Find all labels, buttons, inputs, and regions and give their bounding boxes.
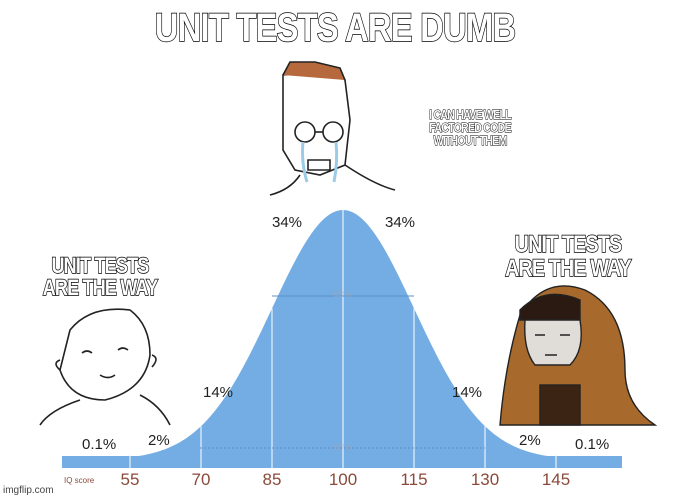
axis-tick-label: 55 bbox=[120, 470, 140, 489]
hooded-figure bbox=[499, 285, 658, 426]
pct-left-14: 14% bbox=[203, 384, 234, 401]
bell-curve-area bbox=[62, 210, 622, 460]
baseline-bar bbox=[62, 456, 622, 468]
left-caption: UNIT TESTS ARE THE WAY bbox=[42, 253, 159, 300]
pct-right-tail: 0.1% bbox=[575, 436, 610, 453]
pct-left-2: 2% bbox=[148, 432, 170, 449]
pct-left-34: 34% bbox=[272, 214, 303, 231]
middle-caption: I CAN HAVE WELL FACTORED CODE WITHOUT TH… bbox=[429, 107, 512, 148]
pct-right-2: 2% bbox=[519, 432, 541, 449]
label-68: 68% bbox=[333, 289, 352, 299]
axis-tick-label: 145 bbox=[541, 470, 571, 489]
axis-tick-label: 70 bbox=[191, 470, 211, 489]
pct-left-tail: 0.1% bbox=[82, 436, 117, 453]
pct-right-34: 34% bbox=[385, 214, 416, 231]
axis-label: IQ score bbox=[64, 476, 95, 485]
crying-nerd-face bbox=[269, 61, 396, 196]
watermark: imgflip.com bbox=[3, 485, 54, 496]
pct-right-14: 14% bbox=[452, 384, 483, 401]
axis-tick-label: 130 bbox=[470, 470, 500, 489]
right-caption: UNIT TESTS ARE THE WAY bbox=[504, 231, 632, 282]
axis-tick-label: 115 bbox=[400, 470, 428, 489]
simple-wojak-face bbox=[39, 308, 171, 426]
top-caption: UNIT TESTS ARE DUMB bbox=[154, 6, 516, 50]
label-95: 95% bbox=[333, 442, 352, 452]
axis-tick-label: 100 bbox=[328, 470, 358, 489]
axis-tick-label: 85 bbox=[262, 470, 282, 489]
sd-lines bbox=[129, 210, 557, 468]
